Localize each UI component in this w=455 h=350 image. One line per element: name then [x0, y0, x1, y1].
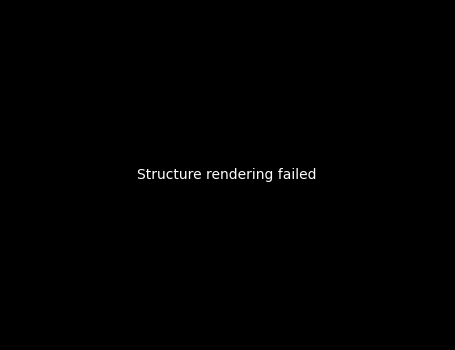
Text: Structure rendering failed: Structure rendering failed: [137, 168, 317, 182]
